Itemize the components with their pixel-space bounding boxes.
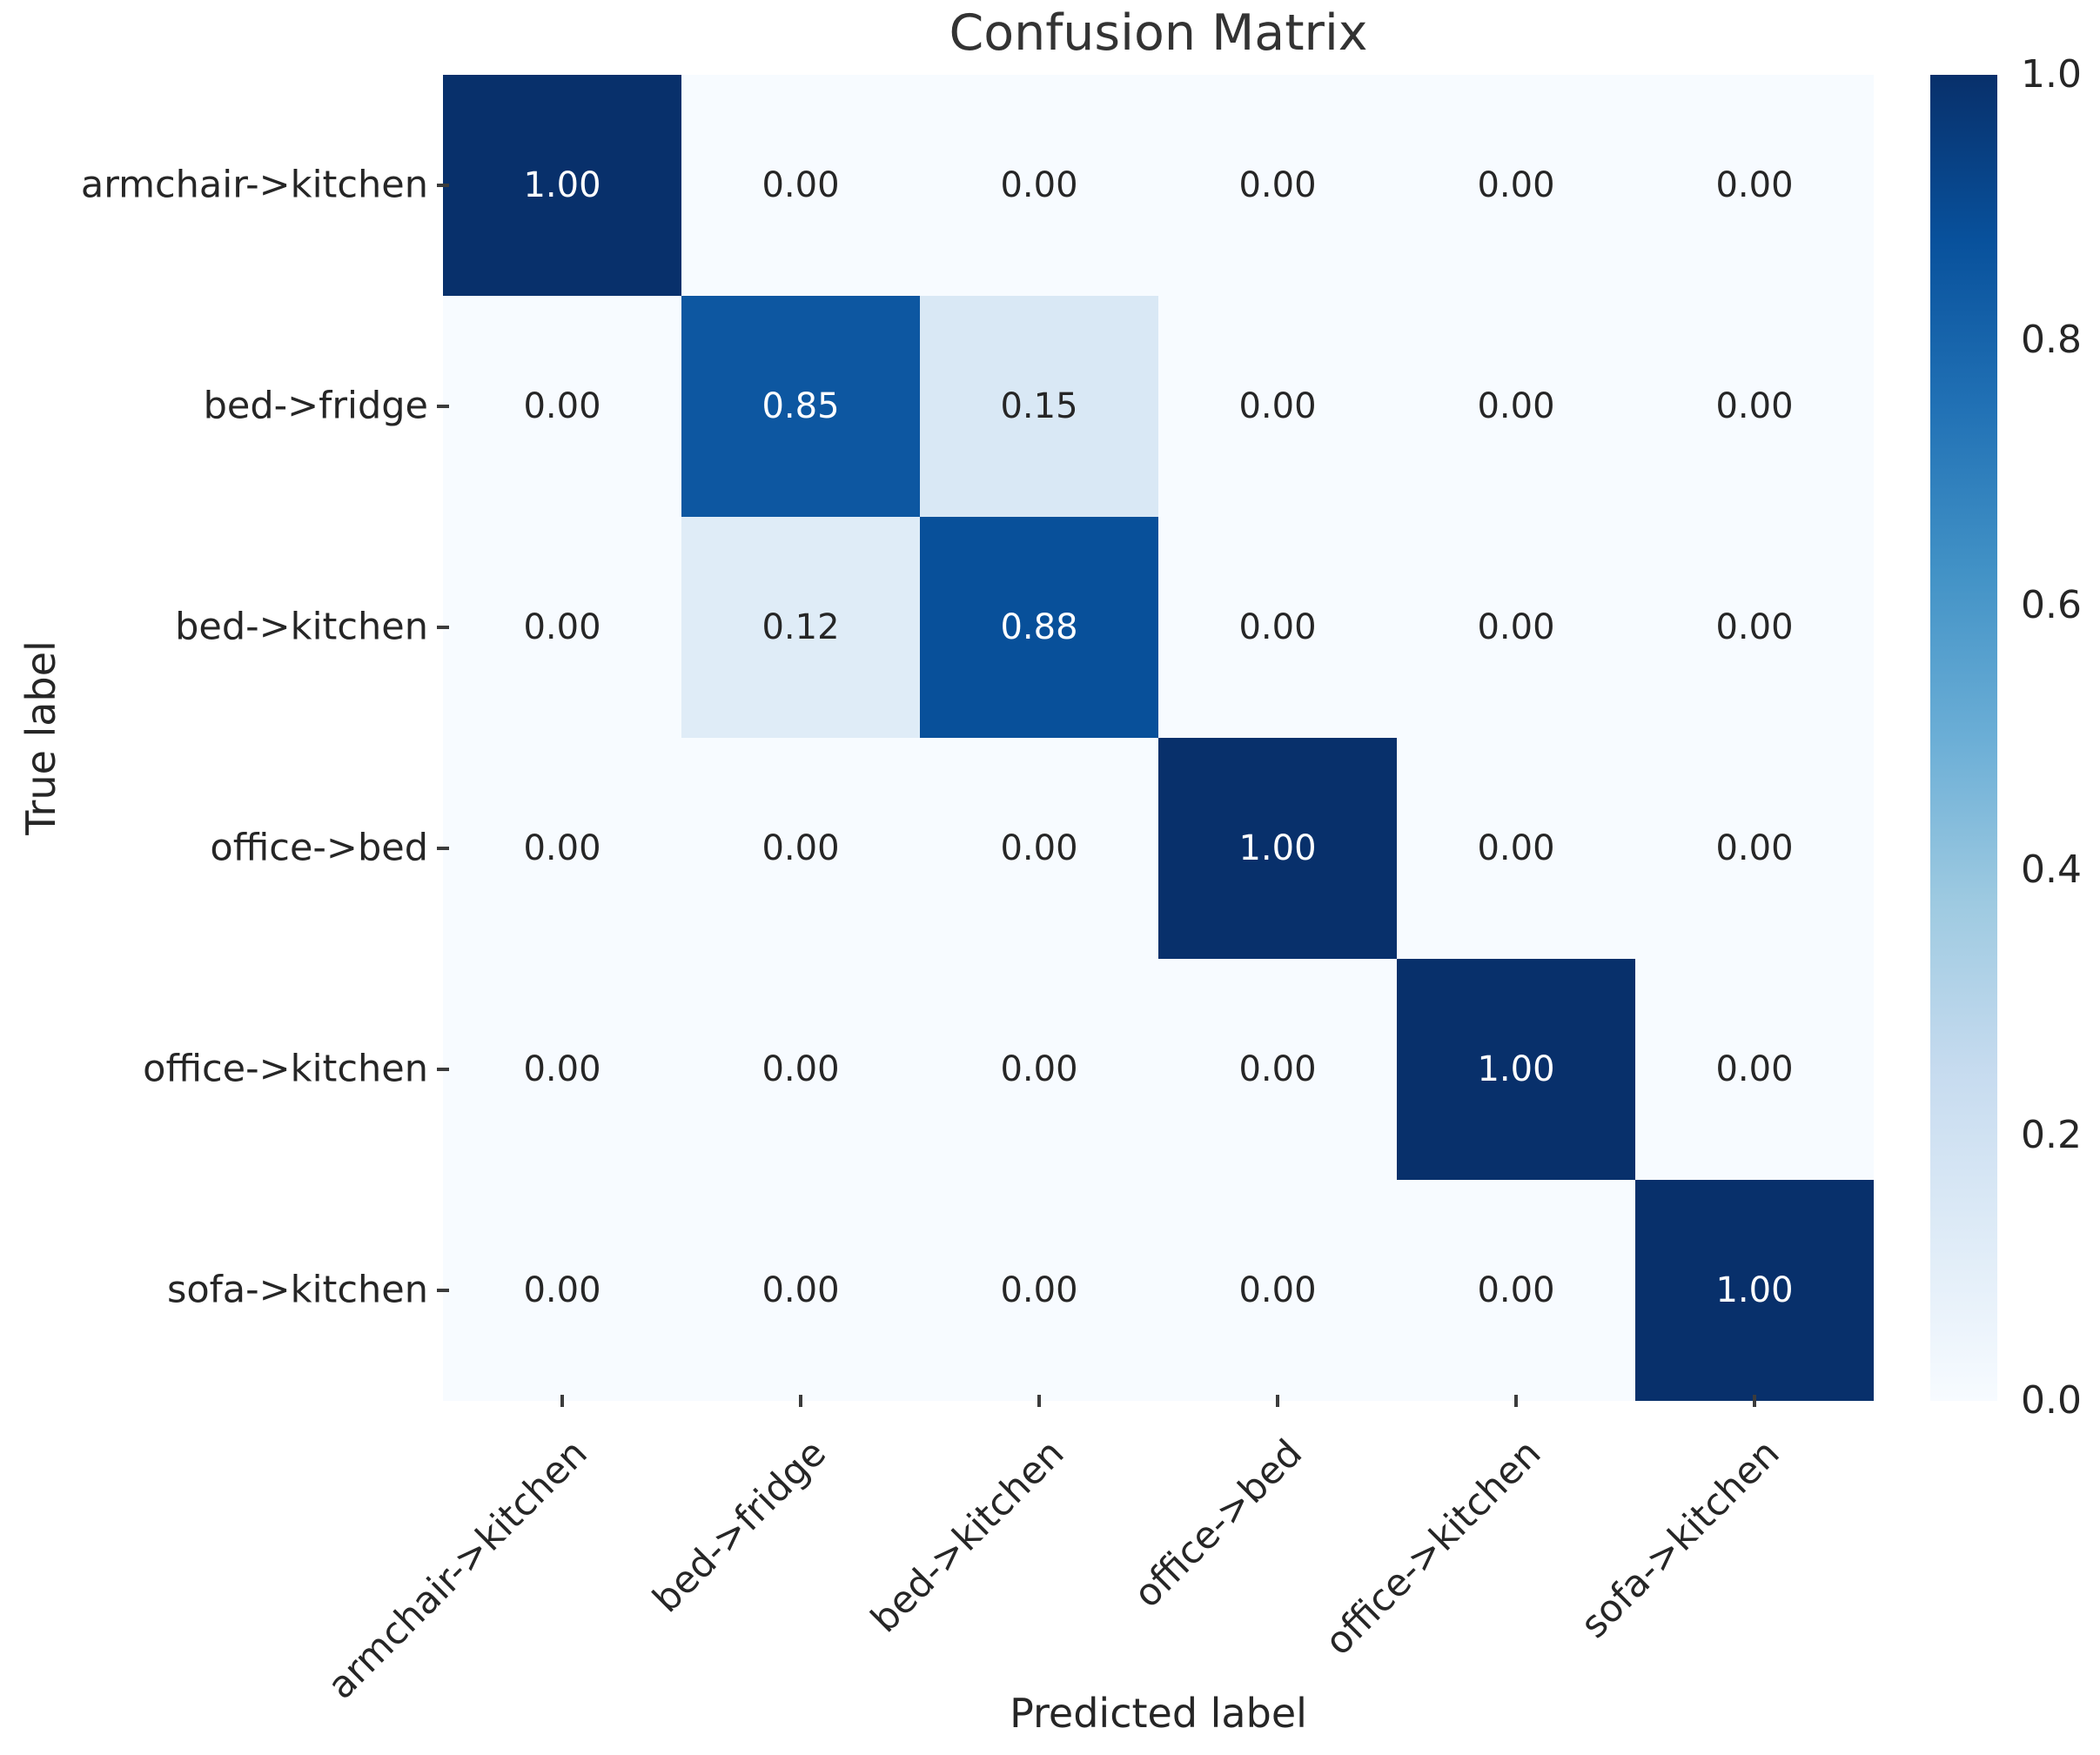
colorbar-tick-label: 1.0 bbox=[2021, 52, 2082, 97]
heatmap-cell: 0.00 bbox=[1397, 517, 1635, 738]
heatmap-cell: 0.00 bbox=[1158, 75, 1397, 296]
heatmap-cell: 0.00 bbox=[443, 1180, 681, 1401]
y-tick-label: bed->kitchen bbox=[175, 605, 428, 649]
y-tick-label: sofa->kitchen bbox=[166, 1268, 428, 1312]
heatmap-cell: 0.00 bbox=[1397, 75, 1635, 296]
y-tick-label: armchair->kitchen bbox=[80, 163, 428, 207]
heatmap-cell: 0.00 bbox=[1397, 1180, 1635, 1401]
x-tick-mark bbox=[1514, 1395, 1518, 1407]
heatmap-cell: 0.00 bbox=[1635, 517, 1874, 738]
heatmap-cell: 0.88 bbox=[920, 517, 1158, 738]
x-tick-label: armchair->kitchen bbox=[319, 1431, 596, 1708]
heatmap-cell: 0.00 bbox=[1158, 517, 1397, 738]
heatmap-cell: 0.00 bbox=[920, 738, 1158, 959]
y-tick-mark bbox=[437, 626, 449, 629]
heatmap-cell: 0.00 bbox=[681, 959, 920, 1180]
heatmap-cell: 1.00 bbox=[1635, 1180, 1874, 1401]
heatmap-cell: 1.00 bbox=[1158, 738, 1397, 959]
heatmap-cell: 0.00 bbox=[681, 738, 920, 959]
y-tick-label: bed->fridge bbox=[203, 384, 428, 428]
x-tick-mark bbox=[1037, 1395, 1041, 1407]
heatmap-cell: 0.12 bbox=[681, 517, 920, 738]
heatmap-cell: 0.00 bbox=[1158, 1180, 1397, 1401]
y-tick-label: office->bed bbox=[210, 826, 428, 870]
heatmap-cell: 0.00 bbox=[443, 959, 681, 1180]
x-axis-title: Predicted label bbox=[1010, 1690, 1307, 1737]
colorbar-tick-label: 0.2 bbox=[2021, 1113, 2082, 1158]
heatmap-cell: 0.00 bbox=[443, 738, 681, 959]
heatmap-cell: 0.85 bbox=[681, 296, 920, 517]
heatmap-cell: 0.00 bbox=[1397, 738, 1635, 959]
y-axis-title: True label bbox=[17, 640, 64, 835]
x-tick-label: sofa->kitchen bbox=[1572, 1431, 1788, 1647]
heatmap-cell: 0.00 bbox=[1635, 738, 1874, 959]
heatmap-cell: 0.00 bbox=[443, 296, 681, 517]
x-tick-mark bbox=[799, 1395, 802, 1407]
x-tick-label: bed->kitchen bbox=[862, 1431, 1073, 1642]
y-tick-mark bbox=[437, 1068, 449, 1071]
colorbar-tick-label: 0.8 bbox=[2021, 317, 2082, 362]
heatmap-cell: 0.00 bbox=[443, 517, 681, 738]
heatmap-cell: 0.00 bbox=[681, 1180, 920, 1401]
heatmap-cell: 0.00 bbox=[920, 75, 1158, 296]
y-tick-mark bbox=[437, 405, 449, 408]
x-tick-mark bbox=[560, 1395, 564, 1407]
heatmap-cell: 0.00 bbox=[1635, 75, 1874, 296]
x-tick-label: bed->fridge bbox=[644, 1431, 835, 1622]
y-tick-mark bbox=[437, 184, 449, 187]
heatmap-cell: 0.00 bbox=[681, 75, 920, 296]
x-tick-label: office->kitchen bbox=[1317, 1431, 1550, 1665]
heatmap-grid: 1.00 0.00 0.00 0.00 0.00 0.00 0.00 0.85 0.15 0.00… bbox=[443, 75, 1874, 1401]
heatmap-cell: 1.00 bbox=[1397, 959, 1635, 1180]
colorbar bbox=[1930, 75, 1997, 1401]
colorbar-tick-label: 0.4 bbox=[2021, 847, 2082, 893]
heatmap-cell: 0.00 bbox=[920, 1180, 1158, 1401]
heatmap-cell: 0.00 bbox=[1635, 296, 1874, 517]
chart-title: Confusion Matrix bbox=[949, 4, 1368, 62]
heatmap-cell: 0.00 bbox=[1635, 959, 1874, 1180]
y-tick-label: office->kitchen bbox=[143, 1047, 428, 1091]
x-tick-mark bbox=[1276, 1395, 1279, 1407]
heatmap-cell: 0.00 bbox=[920, 959, 1158, 1180]
heatmap-cell: 0.00 bbox=[1158, 959, 1397, 1180]
heatmap-cell: 0.15 bbox=[920, 296, 1158, 517]
colorbar-tick-label: 0.0 bbox=[2021, 1378, 2082, 1423]
heatmap-cell: 0.00 bbox=[1397, 296, 1635, 517]
x-tick-mark bbox=[1753, 1395, 1756, 1407]
heatmap-cell: 1.00 bbox=[443, 75, 681, 296]
y-tick-mark bbox=[437, 847, 449, 850]
y-tick-mark bbox=[437, 1289, 449, 1292]
heatmap-cell: 0.00 bbox=[1158, 296, 1397, 517]
x-tick-label: office->bed bbox=[1125, 1431, 1312, 1617]
colorbar-tick-label: 0.6 bbox=[2021, 582, 2082, 627]
